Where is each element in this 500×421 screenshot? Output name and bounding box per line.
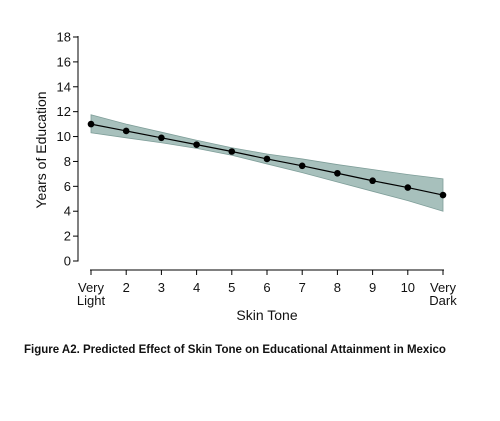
data-point xyxy=(228,148,236,155)
data-point xyxy=(263,155,271,163)
y-tick-label: 0 xyxy=(64,254,71,269)
data-point xyxy=(87,120,95,128)
chart: 0 2 4 6 8 10 12 14 16 18 Very Light 2 3 4 5 6 7 8 9 10 Very Da… xyxy=(33,30,458,324)
x-tick-label: Very Dark xyxy=(429,280,457,308)
x-tick-label: 3 xyxy=(158,280,165,295)
y-tick-label: 6 xyxy=(64,179,71,194)
data-point xyxy=(158,134,165,142)
data-point xyxy=(122,127,130,135)
y-tick-label: 10 xyxy=(57,129,71,144)
x-tick-label: 2 xyxy=(123,280,130,295)
x-tick-label: 4 xyxy=(193,280,200,295)
y-tick-label: 4 xyxy=(64,204,71,219)
confidence-band xyxy=(90,114,444,212)
x-tick-label: 7 xyxy=(299,280,306,295)
data-point xyxy=(193,141,200,148)
data-point xyxy=(404,184,412,191)
x-tick-label: 10 xyxy=(401,280,415,295)
x-axis-title: Skin Tone xyxy=(236,307,297,323)
data-point xyxy=(369,177,376,185)
y-axis-title: Years of Education xyxy=(33,91,49,208)
x-tick-label: 8 xyxy=(334,280,341,295)
plot-area: 0 2 4 6 8 10 12 14 16 18 Very Light 2 3 4 5 6 7 8 9 10 Very Da… xyxy=(57,30,458,309)
x-tick-label: 6 xyxy=(263,280,270,295)
y-tick-label: 14 xyxy=(57,79,71,94)
x-tick-label: Very Light xyxy=(77,280,106,308)
figure-caption: Figure A2. Predicted Effect of Skin Tone… xyxy=(24,344,446,356)
x-tick-label: 5 xyxy=(228,280,235,295)
y-tick-label: 8 xyxy=(64,154,71,169)
y-tick-label: 12 xyxy=(57,104,71,119)
x-tick-label: 9 xyxy=(369,280,376,295)
y-tick-label: 16 xyxy=(57,54,71,69)
data-point xyxy=(439,191,447,199)
y-tick-label: 2 xyxy=(64,229,71,244)
data-point xyxy=(334,169,341,177)
y-tick-label: 18 xyxy=(57,30,71,45)
data-point xyxy=(298,162,306,170)
